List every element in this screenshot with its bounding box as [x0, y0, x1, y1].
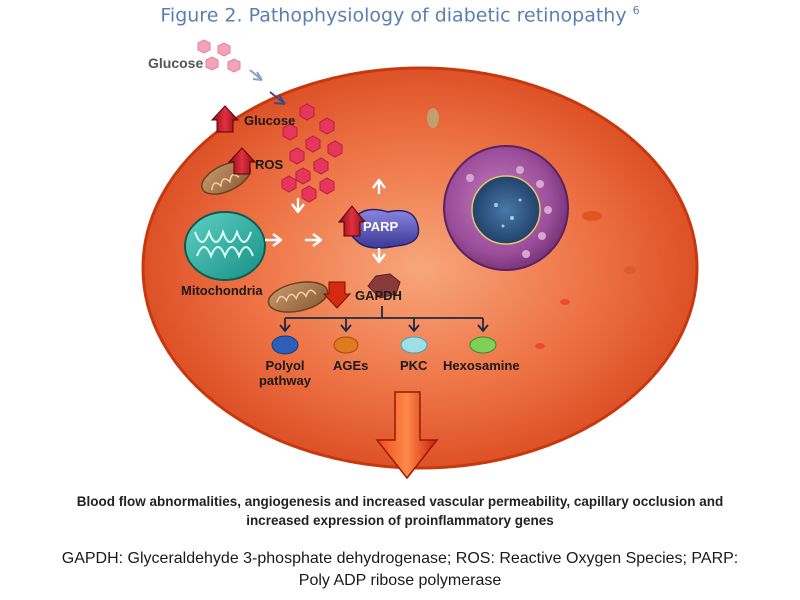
gapdh-molecule — [367, 273, 401, 299]
branch-connector — [279, 306, 489, 333]
label-polyol-pathway: Polyol pathway — [258, 358, 311, 388]
up-arrow-icon — [227, 147, 257, 175]
up-arrow-icon — [210, 105, 240, 133]
polyol-blob — [271, 335, 299, 355]
outcome-text: Blood flow abnormalities, angiogenesis a… — [76, 494, 724, 528]
label-mitochondria: Mitochondria — [181, 283, 263, 298]
label-hexosamine: Hexosamine — [443, 358, 520, 373]
label-ros: ROS — [255, 157, 284, 172]
label-ages: AGEs — [333, 358, 369, 373]
figure-title-text: Figure 2. Pathophysiology of diabetic re… — [160, 4, 627, 27]
flow-arrow-icon — [269, 91, 286, 105]
organelle-dots — [427, 108, 636, 349]
glucose-molecule-icon — [281, 103, 343, 203]
abbreviation-legend: GAPDH: Glyceraldehyde 3-phosphate dehydr… — [61, 550, 739, 589]
figure-title: Figure 2. Pathophysiology of diabetic re… — [0, 4, 800, 26]
label-parp: PARP — [363, 219, 399, 234]
hexosamine-blob — [469, 336, 497, 354]
label-glucose-outside: Glucose — [148, 55, 204, 71]
parp-molecule — [349, 208, 420, 249]
flow-arrow-icon — [265, 178, 386, 264]
mitochondrion-icon — [267, 281, 329, 313]
outcome-arrow — [375, 391, 439, 480]
label-pkc: PKC — [400, 358, 428, 373]
cell-body — [141, 66, 699, 470]
label-gapdh: GAPDH — [355, 288, 402, 303]
label-glucose-inside: Glucose — [244, 113, 296, 128]
glucose-molecule-icon — [197, 39, 241, 73]
flow-arrow-icon — [249, 69, 263, 81]
nucleus-icon — [443, 145, 569, 271]
up-arrow-icon — [337, 205, 367, 237]
ages-blob — [333, 336, 359, 354]
pkc-blob — [400, 336, 428, 354]
down-arrow-icon — [322, 281, 352, 309]
mitochondrion-icon — [184, 211, 266, 281]
figure-reference: 6 — [632, 4, 640, 17]
